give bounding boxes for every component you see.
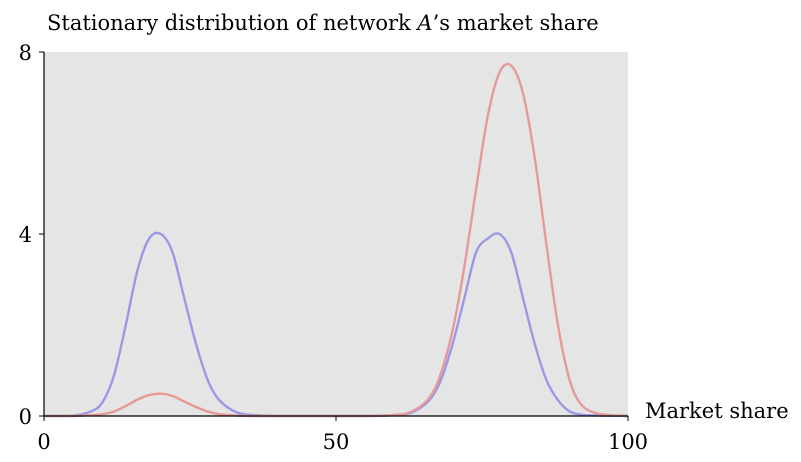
- x-tick-label: 100: [608, 430, 648, 454]
- y-tick-label: 8: [19, 41, 32, 65]
- chart-title-part: ’s market share: [433, 11, 599, 35]
- plot-area: [44, 52, 628, 416]
- tick-layer: 0 50 100 0 4 8: [19, 41, 648, 454]
- y-tick-label: 4: [19, 223, 32, 247]
- y-tick-label: 0: [19, 405, 32, 429]
- chart-title: Stationary distribution of network A’s m…: [47, 11, 599, 35]
- x-axis-label: Market share: [645, 399, 789, 423]
- x-tick-label: 50: [323, 430, 350, 454]
- chart-title-part: Stationary distribution of network: [47, 11, 417, 35]
- x-tick-label: 0: [37, 430, 50, 454]
- chart-title-italic: A: [415, 11, 432, 35]
